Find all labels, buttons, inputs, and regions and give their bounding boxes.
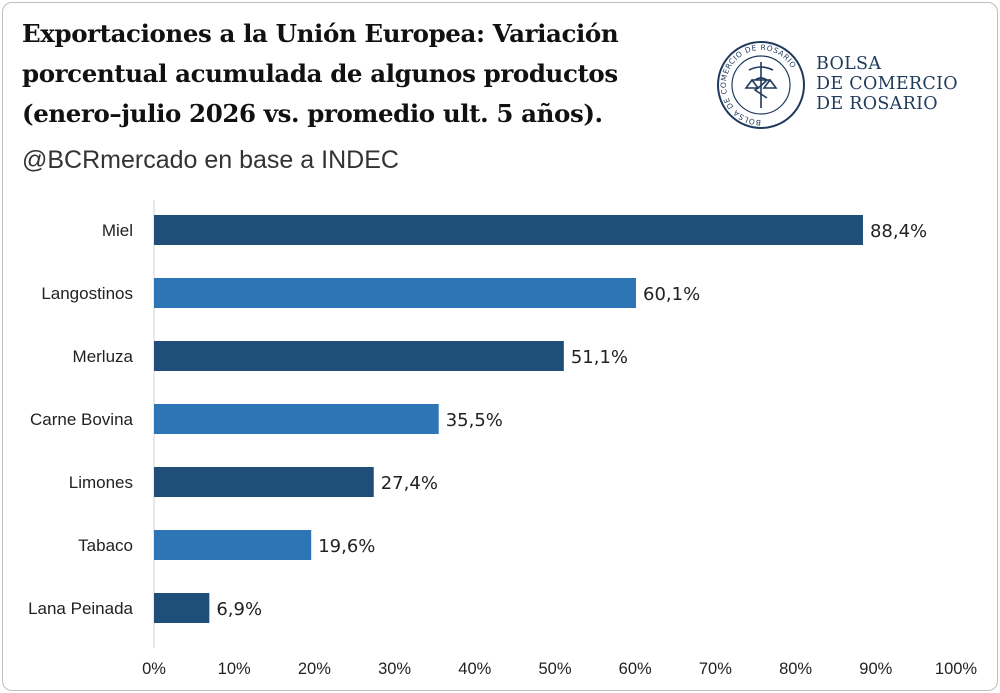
bar	[154, 215, 863, 245]
chart-title: Exportaciones a la Unión Europea: Variac…	[22, 14, 712, 134]
data-label: 27,4%	[381, 473, 438, 494]
bar	[154, 278, 637, 308]
data-label: 35,5%	[446, 410, 503, 431]
bar	[154, 404, 439, 434]
x-tick-label: 20%	[298, 660, 331, 678]
title-line-1: Exportaciones a la Unión Europea: Variac…	[22, 19, 619, 48]
x-tick-label: 50%	[538, 660, 571, 678]
category-label: Lana Peinada	[28, 599, 133, 618]
x-tick-label: 100%	[935, 660, 978, 678]
category-label: Miel	[102, 221, 133, 240]
bar	[154, 467, 374, 497]
bar	[154, 593, 210, 623]
brand-line-1: BOLSA	[816, 54, 882, 74]
bar	[154, 341, 564, 371]
data-label: 51,1%	[571, 347, 628, 368]
category-label: Langostinos	[41, 284, 133, 303]
category-label: Limones	[69, 473, 133, 492]
x-tick-label: 90%	[859, 660, 892, 678]
category-label: Tabaco	[78, 536, 133, 555]
caduceus-icon	[744, 62, 778, 108]
data-label: 60,1%	[643, 284, 700, 305]
x-tick-label: 30%	[378, 660, 411, 678]
x-tick-label: 60%	[619, 660, 652, 678]
x-tick-label: 70%	[699, 660, 732, 678]
brand-line-3: DE ROSARIO	[816, 94, 938, 114]
data-label: 88,4%	[870, 221, 927, 242]
chart-subtitle: @BCRmercado en base a INDEC	[22, 146, 399, 174]
title-line-2: porcentual acumulada de algunos producto…	[22, 59, 618, 88]
bar	[154, 530, 312, 560]
x-tick-label: 10%	[218, 660, 251, 678]
title-line-3: (enero–julio 2026 vs. promedio ult. 5 añ…	[22, 99, 603, 128]
x-tick-label: 40%	[458, 660, 491, 678]
brand-line-2: DE COMERCIO	[816, 74, 958, 94]
data-label: 19,6%	[318, 536, 375, 557]
x-tick-label: 0%	[142, 660, 166, 678]
data-label: 6,9%	[216, 599, 262, 620]
category-label: Carne Bovina	[30, 410, 134, 429]
brand-name: BOLSA DE COMERCIO DE ROSARIO	[816, 54, 958, 114]
x-tick-label: 80%	[779, 660, 812, 678]
bcr-logo: BOLSA DE COMERCIO DE ROSARIO	[717, 41, 805, 129]
category-label: Merluza	[73, 347, 134, 366]
